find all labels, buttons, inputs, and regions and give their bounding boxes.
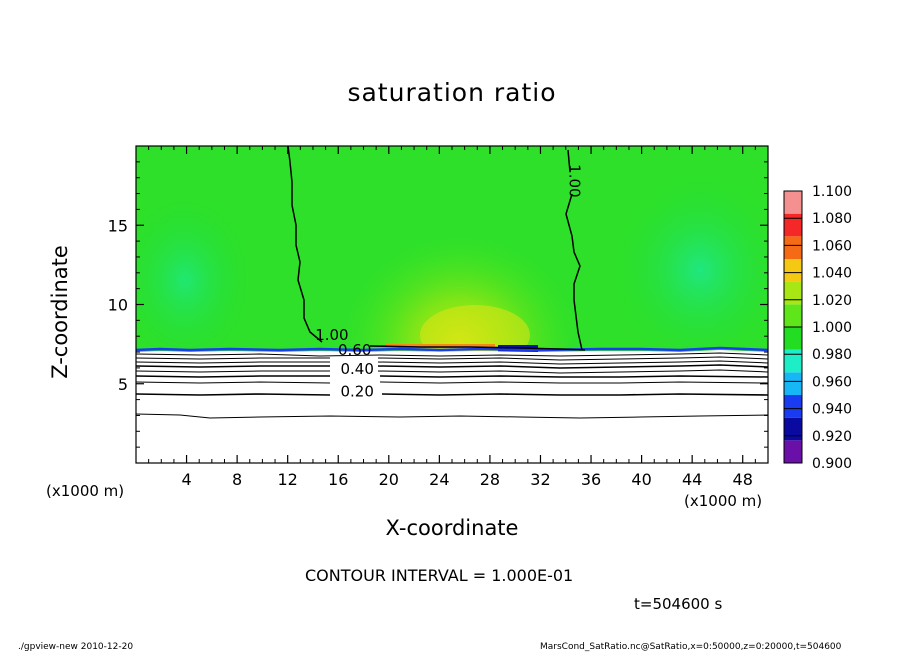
colorbar-label: 0.920 [812, 429, 852, 445]
contour-1-00-left [287, 145, 323, 343]
chart-title: saturation ratio [347, 78, 557, 107]
colorbar-swatch [784, 417, 802, 441]
colorbar-label: 1.020 [812, 293, 852, 309]
footer-left-note: ./gpview-new 2010-12-20 [18, 642, 134, 652]
y-tick-label: 10 [108, 296, 128, 315]
contour-1-00-right [565, 149, 583, 351]
contour-label: 0.40 [340, 360, 373, 378]
x-tick-label: 4 [181, 470, 191, 489]
x-tick-label: 16 [328, 470, 348, 489]
y-tick-label: 15 [108, 216, 128, 235]
colorbar-swatch [784, 440, 802, 463]
x-tick-label: 32 [530, 470, 550, 489]
footer-right-note: MarsCond_SatRatio.nc@SatRatio,x=0:50000,… [540, 642, 842, 652]
contour-0-80 [135, 356, 769, 361]
contour-0-10 [135, 413, 769, 419]
x-tick-label: 40 [631, 470, 651, 489]
colorbar-label: 0.940 [812, 402, 852, 418]
contour-label: 0.20 [340, 382, 373, 400]
saturation-edge [136, 346, 768, 352]
colorbar: 0.900 0.920 0.940 0.960 0.980 1.000 1.020 1.040… [783, 184, 852, 472]
y-axis-title: Z-coordinate [48, 245, 72, 379]
contour-0-30 [135, 381, 769, 384]
contour-label: 0.60 [338, 341, 371, 359]
colorbar-swatch [784, 304, 802, 327]
colorbar-label: 1.080 [812, 211, 852, 227]
x-unit-label-right: (x1000 m) [684, 492, 763, 510]
contour-0-20 [135, 393, 769, 396]
contour-lines [135, 145, 769, 419]
x-tick-label: 20 [379, 470, 399, 489]
contour-0-40 [135, 375, 769, 378]
colorbar-swatch [784, 395, 802, 418]
contour-0-90 [135, 352, 769, 357]
x-tick-label: 36 [581, 470, 601, 489]
colorbar-swatch [784, 236, 802, 259]
x-axis: 4 8 12 16 20 24 28 32 36 40 44 48 [148, 146, 756, 489]
x-tick-label: 28 [480, 470, 500, 489]
colorbar-swatch [784, 372, 802, 395]
x-axis-title: X-coordinate [385, 516, 519, 540]
colorbar-label: 1.040 [812, 266, 852, 282]
contour-1-00-base [369, 345, 586, 351]
contour-0-60 [135, 364, 769, 369]
time-label: t=504600 s [634, 595, 723, 613]
colorbar-swatch [784, 281, 802, 305]
colorbar-label: 1.060 [812, 238, 852, 254]
warm-band [385, 344, 495, 348]
colorbar-swatch [784, 349, 802, 373]
colorbar-label: 1.100 [812, 184, 852, 200]
cool-region-left [136, 190, 255, 370]
x-unit-label-left: (x1000 m) [46, 482, 125, 500]
colorbar-swatch [784, 191, 802, 214]
y-tick-label: 5 [118, 375, 128, 394]
colorbar-swatch [784, 327, 802, 350]
colorbar-label: 0.980 [812, 347, 852, 363]
heatmap-field [136, 146, 768, 463]
x-tick-label: 12 [278, 470, 298, 489]
x-tick-label: 8 [232, 470, 242, 489]
contour-0-70 [135, 360, 769, 365]
colorbar-label: 0.900 [812, 456, 852, 472]
contour-interval-note: CONTOUR INTERVAL = 1.000E-01 [305, 566, 574, 585]
x-tick-label: 24 [429, 470, 449, 489]
contour-labels: 1.001.000.600.400.20 [315, 164, 583, 400]
contour-label: 1.00 [315, 326, 348, 344]
x-tick-label: 44 [682, 470, 702, 489]
contour-0-50 [135, 369, 769, 374]
colorbar-label: 1.000 [812, 320, 852, 336]
contour-label: 1.00 [566, 164, 584, 197]
colorbar-label: 0.960 [812, 374, 852, 390]
x-tick-label: 48 [733, 470, 753, 489]
colorbar-swatch [784, 259, 802, 282]
cool-region-right [610, 170, 768, 370]
y-axis: 5 10 15 [108, 161, 768, 448]
unsaturated-region [136, 350, 768, 463]
colorbar-swatch [784, 213, 802, 237]
